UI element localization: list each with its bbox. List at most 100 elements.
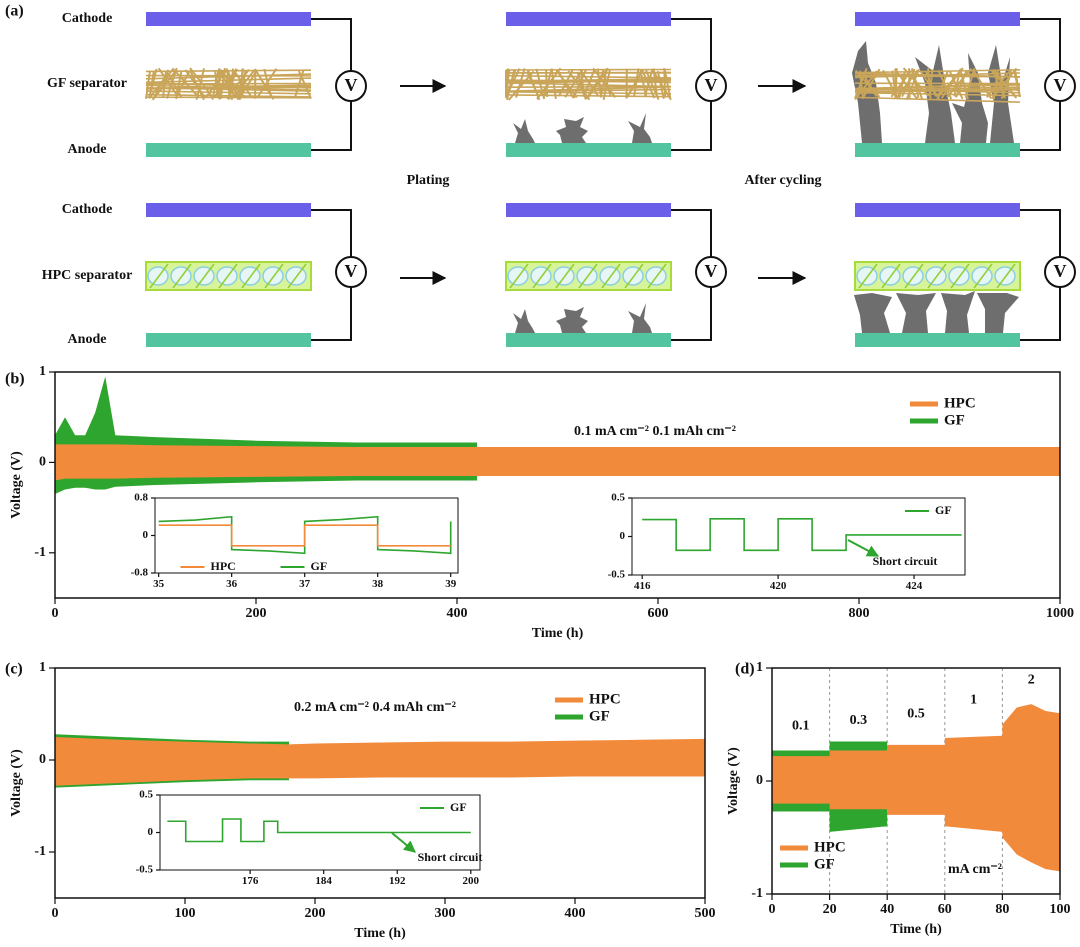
voltage-line: [642, 517, 962, 552]
step-label: After cycling: [744, 173, 821, 188]
current-density-label: 0.5: [907, 706, 925, 721]
y-tick-label: 0: [756, 773, 763, 788]
y-tick-label: 0: [148, 826, 154, 838]
hpc-strut: [881, 263, 901, 289]
fiber: [505, 78, 672, 82]
fiber: [505, 79, 672, 84]
hpc-strut: [624, 263, 644, 289]
panel-label: (a): [5, 3, 24, 20]
cathode: [146, 12, 311, 26]
x-tick-label: 800: [849, 606, 870, 621]
current-density-label: 1: [970, 693, 977, 708]
x-tick-label: 600: [648, 606, 669, 621]
anode: [146, 333, 311, 347]
hpc-strut: [241, 263, 261, 289]
dendrite: [628, 113, 652, 143]
plot-frame: [54, 667, 706, 899]
y-tick-label: 0.8: [134, 492, 148, 504]
wire: [671, 209, 712, 257]
hpc-strut: [264, 263, 284, 289]
x-tick-label: 400: [565, 906, 586, 921]
fiber: [145, 93, 312, 98]
x-tick-label: 416: [634, 580, 651, 592]
x-tick-label: 100: [1050, 902, 1071, 917]
cathode: [855, 203, 1020, 217]
dendrite: [513, 309, 535, 333]
x-tick-label: 300: [435, 906, 456, 921]
separator-label: GF separator: [47, 76, 127, 91]
y-axis-label: Voltage (V): [726, 747, 741, 815]
fiber: [639, 69, 648, 97]
hpc-pore: [147, 266, 169, 286]
voltmeter: [695, 70, 727, 102]
voltmeter: [335, 256, 367, 288]
fiber: [505, 94, 672, 98]
wire: [671, 18, 712, 71]
x-tick-label: 400: [447, 606, 468, 621]
hpc-pore: [507, 266, 529, 286]
hpc-strut: [950, 263, 970, 289]
x-tick-label: 192: [389, 875, 406, 887]
x-axis-label: Time (h): [354, 926, 406, 941]
voltmeter-symbol: V: [1054, 75, 1067, 95]
electrode-label: Anode: [68, 142, 107, 157]
legend-label: GF: [935, 503, 952, 517]
hpc-pore: [576, 266, 598, 286]
y-axis-label: Voltage (V): [9, 749, 24, 817]
voltage-line: [158, 524, 451, 547]
annotation: Short circuit: [418, 850, 483, 864]
step-label: Plating: [407, 173, 450, 188]
dendrite: [896, 293, 936, 333]
hpc-strut: [287, 263, 307, 289]
fiber: [645, 69, 660, 101]
hpc-strut: [172, 263, 192, 289]
legend-label: GF: [589, 708, 610, 724]
hpc-strut: [218, 263, 238, 289]
x-tick-label: 176: [242, 875, 259, 887]
y-tick-label: -0.5: [608, 569, 626, 581]
voltmeter: [335, 70, 367, 102]
x-axis-label: Time (h): [890, 922, 942, 937]
y-tick-label: 0: [143, 529, 149, 541]
fiber: [854, 74, 1021, 78]
anode: [506, 333, 671, 347]
hpc-strut: [578, 263, 598, 289]
voltmeter-symbol: V: [345, 75, 358, 95]
y-tick-label: 1: [39, 660, 46, 675]
voltmeter-symbol: V: [705, 261, 718, 281]
y-tick-label: 1: [39, 364, 46, 379]
dendrite: [556, 307, 588, 333]
annotation: 0.1 mA cm⁻² 0.1 mAh cm⁻²: [574, 424, 736, 439]
hpc-pore: [902, 266, 924, 286]
fiber: [505, 91, 672, 95]
hpc-strut: [532, 263, 552, 289]
hpc-strut: [509, 263, 529, 289]
cathode: [855, 12, 1020, 26]
dendrite: [628, 303, 652, 333]
current-density-label: 0.1: [792, 719, 810, 734]
fiber: [579, 69, 600, 97]
voltmeter-symbol: V: [705, 75, 718, 95]
inset-background: [155, 498, 458, 573]
cathode: [146, 203, 311, 217]
x-tick-label: 60: [938, 902, 952, 917]
dendrite: [988, 45, 1014, 143]
x-axis-label: Time (h): [532, 626, 584, 641]
x-tick-label: 0: [769, 902, 776, 917]
y-tick-label: 0: [39, 455, 46, 470]
y-tick-label: 0.5: [139, 789, 153, 801]
voltmeter: [1044, 70, 1076, 102]
hpc-pore: [262, 266, 284, 286]
voltage-band: [55, 737, 705, 786]
unit-label: mA cm⁻²: [948, 862, 1002, 877]
annotation-arrow: [391, 832, 416, 853]
legend-label: GF: [944, 412, 965, 428]
wire: [671, 287, 712, 341]
fiber: [854, 96, 1021, 103]
x-tick-label: 200: [246, 606, 267, 621]
y-tick-label: 0: [39, 752, 46, 767]
dendrite: [556, 117, 588, 143]
voltage-band: [55, 444, 1060, 481]
voltmeter-symbol: V: [1054, 261, 1067, 281]
voltage-line: [158, 515, 452, 555]
